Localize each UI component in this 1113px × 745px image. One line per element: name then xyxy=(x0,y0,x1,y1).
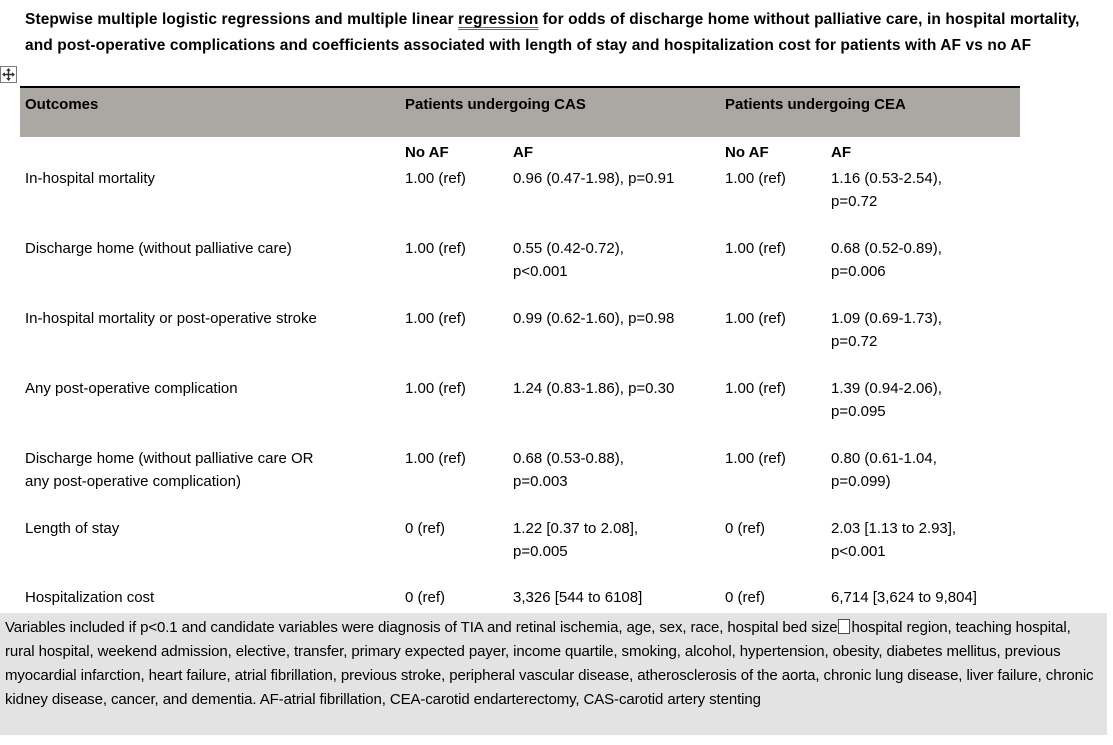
cas-noaf-value: 1.00 (ref) xyxy=(405,380,466,397)
cea-af-value: 2.03 [1.13 to 2.93], p<0.001 xyxy=(831,520,957,560)
outcome-label: In-hospital mortality xyxy=(25,170,156,187)
footnote-text-after: hospital region, teaching hospital, rura… xyxy=(5,619,1094,708)
table-row: Discharge home (without palliative care)… xyxy=(20,235,1020,305)
outcome-label: Discharge home (without palliative care) xyxy=(25,240,292,257)
cea-noaf-value: 1.00 (ref) xyxy=(725,310,786,327)
header-cea-group: Patients undergoing CEA xyxy=(720,87,1020,137)
table-row: Hospitalization cost 0 (ref) 3,326 [544 … xyxy=(20,584,1020,611)
cas-af-value: 0.99 (0.62-1.60), p=0.98 xyxy=(513,310,675,327)
table-row: Discharge home (without palliative care … xyxy=(20,445,1020,515)
caption-text-before: Stepwise multiple logistic regressions a… xyxy=(25,11,459,28)
cea-noaf-value: 1.00 (ref) xyxy=(725,170,786,187)
header-outcomes: Outcomes xyxy=(20,87,400,137)
cea-af-value: 0.80 (0.61-1.04, p=0.099) xyxy=(831,450,937,490)
cas-af-value: 1.22 [0.37 to 2.08], p=0.005 xyxy=(513,520,639,560)
cea-af-value: 1.39 (0.94-2.06), p=0.095 xyxy=(831,380,942,420)
footnote-text-before: Variables included if p<0.1 and candidat… xyxy=(5,619,838,636)
subheader-cas-af: AF xyxy=(513,144,533,161)
grammar-flagged-word: regression xyxy=(458,11,539,28)
regression-results-table: Outcomes Patients undergoing CAS Patient… xyxy=(20,86,1020,611)
cea-af-value: 0.68 (0.52-0.89), p=0.006 xyxy=(831,240,942,280)
subheader-cas-noaf: No AF xyxy=(405,144,449,161)
cea-noaf-value: 0 (ref) xyxy=(725,589,766,606)
subheader-cea-af: AF xyxy=(831,144,851,161)
header-cas-group: Patients undergoing CAS xyxy=(400,87,720,137)
cea-af-value: 1.16 (0.53-2.54), p=0.72 xyxy=(831,170,942,210)
cas-noaf-value: 1.00 (ref) xyxy=(405,170,466,187)
table-row: In-hospital mortality 1.00 (ref) 0.96 (0… xyxy=(20,165,1020,235)
cea-af-value: 1.09 (0.69-1.73), p=0.72 xyxy=(831,310,942,350)
cas-noaf-value: 0 (ref) xyxy=(405,589,446,606)
cea-noaf-value: 1.00 (ref) xyxy=(725,380,786,397)
table-row: In-hospital mortality or post-operative … xyxy=(20,305,1020,375)
table-header-row: Outcomes Patients undergoing CAS Patient… xyxy=(20,87,1020,137)
table-footnote: Variables included if p<0.1 and candidat… xyxy=(0,613,1107,735)
cas-af-value: 0.68 (0.53-0.88), p=0.003 xyxy=(513,450,624,490)
move-arrows-icon xyxy=(2,68,15,81)
caption-text-after: for odds of discharge home without palli… xyxy=(25,11,1080,54)
table-row: Any post-operative complication 1.00 (re… xyxy=(20,375,1020,445)
outcome-label: Discharge home (without palliative care … xyxy=(25,450,314,490)
cas-noaf-value: 0 (ref) xyxy=(405,520,446,537)
cas-noaf-value: 1.00 (ref) xyxy=(405,310,466,327)
cea-noaf-value: 0 (ref) xyxy=(725,520,766,537)
cas-noaf-value: 1.00 (ref) xyxy=(405,450,466,467)
cas-af-value: 1.24 (0.83-1.86), p=0.30 xyxy=(513,380,675,397)
table-move-handle[interactable] xyxy=(0,66,17,83)
cas-af-value: 0.55 (0.42-0.72), p<0.001 xyxy=(513,240,624,280)
cas-af-value: 3,326 [544 to 6108] xyxy=(513,589,643,606)
outcome-label: Hospitalization cost xyxy=(25,589,155,606)
cas-af-value: 0.96 (0.47-1.98), p=0.91 xyxy=(513,170,675,187)
outcome-label: Any post-operative complication xyxy=(25,380,238,397)
outcome-label: Length of stay xyxy=(25,520,120,537)
cea-af-value: 6,714 [3,624 to 9,804] xyxy=(831,589,977,606)
placeholder-box-glyph xyxy=(838,619,851,634)
subheader-cea-noaf: No AF xyxy=(725,144,769,161)
outcome-label: In-hospital mortality or post-operative … xyxy=(25,310,317,327)
table-caption: Stepwise multiple logistic regressions a… xyxy=(25,7,1097,59)
table-subheader-row: No AF AF No AF AF xyxy=(20,137,1020,165)
cea-noaf-value: 1.00 (ref) xyxy=(725,240,786,257)
table-row: Length of stay 0 (ref) 1.22 [0.37 to 2.0… xyxy=(20,515,1020,584)
cea-noaf-value: 1.00 (ref) xyxy=(725,450,786,467)
cas-noaf-value: 1.00 (ref) xyxy=(405,240,466,257)
subheader-spacer xyxy=(20,137,400,165)
